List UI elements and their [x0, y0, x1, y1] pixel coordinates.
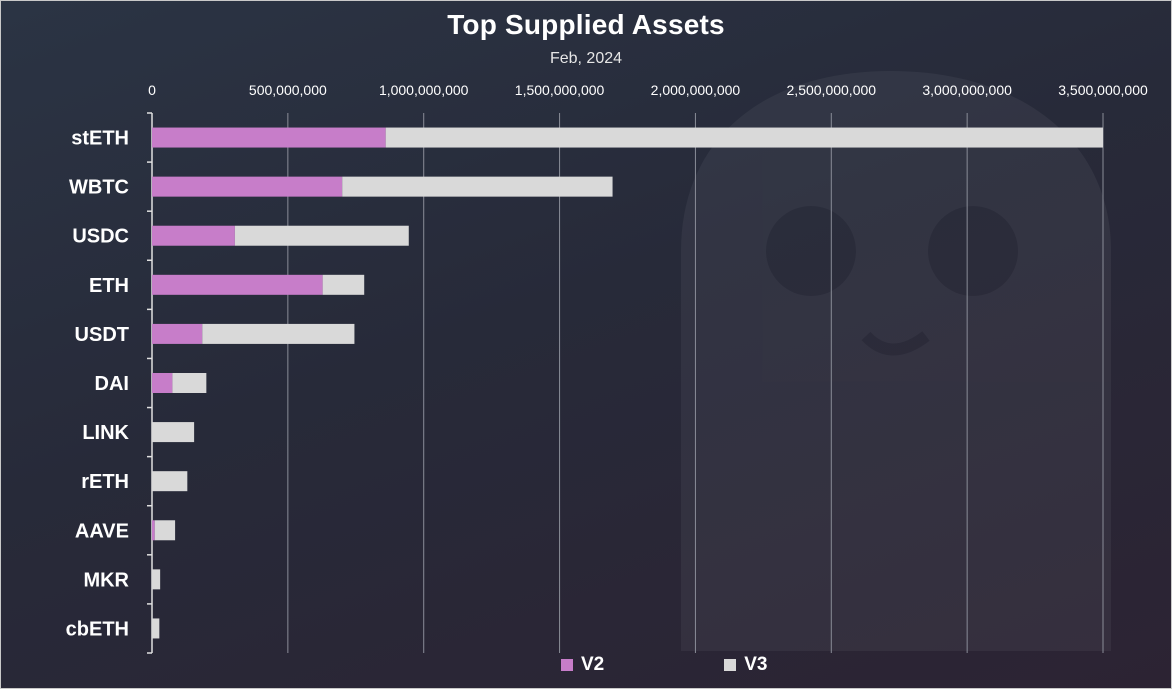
y-axis [147, 112, 153, 654]
legend-swatch-v3 [724, 659, 737, 671]
ghost-watermark-icon [681, 71, 1111, 651]
bar-v3-link [152, 422, 195, 443]
bars [152, 127, 1103, 639]
bar-v3-dai [172, 373, 207, 393]
y-category-label: ETH [89, 275, 129, 297]
bar-v3-eth [322, 274, 365, 295]
grid-lines [287, 113, 1104, 653]
bar-v3-reth [152, 471, 188, 492]
y-category-label: DAI [95, 373, 129, 395]
bar-v3-mkr [152, 569, 161, 590]
y-category-label: stETH [71, 128, 129, 150]
bar-v2-eth [152, 274, 323, 295]
bar-v2-usdc [152, 225, 235, 246]
y-category-label: USDT [75, 324, 129, 346]
x-axis-tick-labels: 0 500,000,000 1,000,000,000 1,500,000,000 2,… [148, 82, 1148, 98]
x-tick-label: 1,000,000,000 [379, 82, 469, 98]
chart-title: Top Supplied Assets [447, 9, 725, 40]
bar-v3-cbeth [152, 618, 160, 639]
legend-item-v2: V2 [561, 654, 604, 676]
x-tick-label: 3,000,000,000 [922, 82, 1012, 98]
x-tick-label: 1,500,000,000 [515, 82, 605, 98]
chart-subtitle: Feb, 2024 [549, 50, 623, 67]
bar-v3-aave [154, 520, 176, 541]
bar-v3-usdc [234, 225, 409, 246]
legend-item-v3: V3 [724, 654, 768, 676]
x-tick-label: 3,500,000,000 [1058, 82, 1148, 98]
y-category-label: WBTC [69, 177, 129, 199]
bar-v2-aave [152, 520, 155, 541]
x-tick-label: 0 [148, 82, 156, 98]
legend-label-v2: V2 [581, 654, 605, 675]
x-tick-label: 2,500,000,000 [787, 82, 877, 98]
y-category-label: AAVE [75, 520, 129, 542]
bar-v3-steth [385, 127, 1103, 148]
bar-v2-wbtc [152, 176, 343, 197]
bar-v2-usdt [152, 323, 203, 344]
y-category-label: USDC [72, 226, 129, 248]
bar-v2-dai [152, 373, 173, 393]
bar-v2-steth [152, 127, 386, 148]
y-category-label: rETH [81, 471, 129, 493]
bar-v3-usdt [202, 323, 355, 344]
y-category-label: cbETH [66, 618, 129, 640]
y-axis-category-labels: stETH WBTC USDC ETH USDT DAI LINK rETH AAVE MKR cb… [66, 128, 130, 641]
y-category-label: MKR [83, 569, 129, 591]
legend-swatch-v2 [561, 659, 573, 671]
legend: V2 V3 [561, 653, 888, 677]
x-tick-label: 2,000,000,000 [651, 82, 741, 98]
legend-label-v3: V3 [744, 654, 768, 675]
x-tick-label: 500,000,000 [249, 82, 327, 98]
bar-v3-wbtc [342, 176, 613, 197]
y-category-label: LINK [82, 422, 129, 444]
